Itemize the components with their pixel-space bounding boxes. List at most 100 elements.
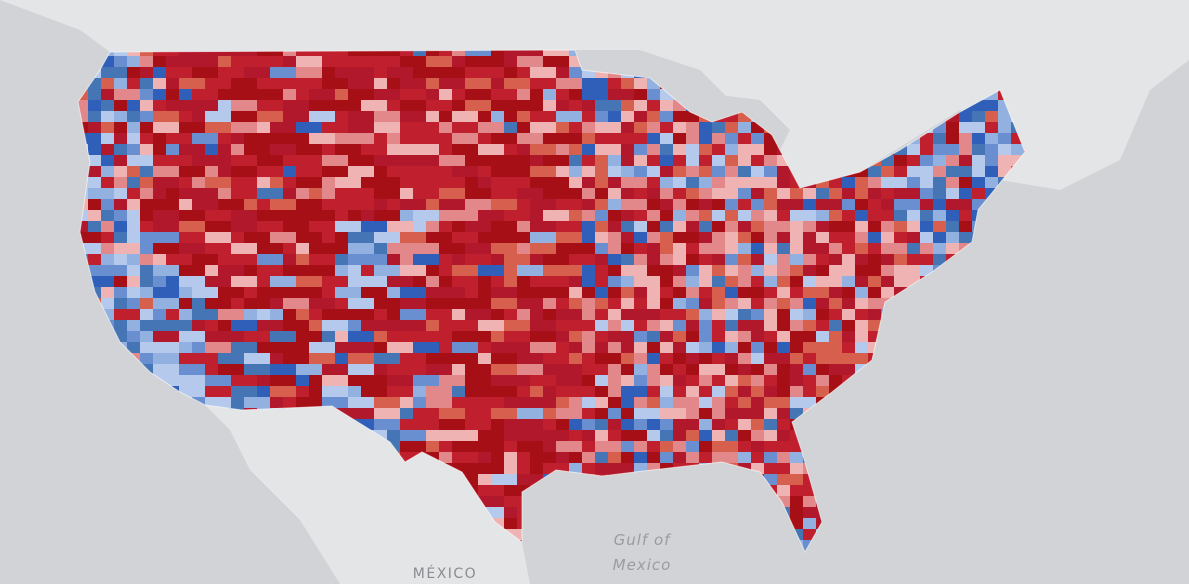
county bbox=[153, 50, 180, 57]
county bbox=[660, 430, 674, 442]
county bbox=[530, 276, 557, 288]
county bbox=[647, 133, 661, 145]
county bbox=[348, 122, 375, 134]
county bbox=[166, 309, 180, 321]
county bbox=[218, 144, 232, 156]
county bbox=[933, 166, 947, 178]
county bbox=[712, 419, 726, 431]
county bbox=[179, 166, 206, 178]
county bbox=[881, 155, 895, 167]
county bbox=[894, 188, 908, 200]
county bbox=[465, 221, 492, 233]
county bbox=[322, 375, 349, 387]
county bbox=[777, 166, 791, 178]
county bbox=[218, 254, 245, 266]
county bbox=[387, 386, 414, 398]
county bbox=[543, 386, 557, 398]
county bbox=[283, 298, 310, 310]
county bbox=[777, 199, 791, 211]
county bbox=[764, 331, 778, 343]
county bbox=[712, 364, 726, 376]
county bbox=[673, 430, 687, 442]
county bbox=[530, 320, 557, 332]
county bbox=[621, 111, 635, 123]
county bbox=[88, 276, 102, 288]
county bbox=[426, 265, 440, 277]
county bbox=[569, 100, 583, 112]
county bbox=[582, 419, 596, 431]
county bbox=[868, 232, 882, 244]
county bbox=[816, 287, 830, 299]
county bbox=[127, 320, 141, 332]
county bbox=[478, 177, 492, 189]
county bbox=[231, 111, 258, 123]
county bbox=[595, 243, 609, 255]
county bbox=[296, 397, 323, 409]
county bbox=[218, 177, 232, 189]
county bbox=[270, 331, 297, 343]
county bbox=[465, 408, 492, 420]
county bbox=[517, 452, 531, 464]
county bbox=[790, 386, 804, 398]
county bbox=[946, 166, 960, 178]
county bbox=[504, 56, 518, 68]
county bbox=[790, 485, 804, 497]
county bbox=[361, 177, 388, 189]
county bbox=[686, 353, 700, 365]
county bbox=[153, 144, 167, 156]
county bbox=[686, 232, 700, 244]
county bbox=[166, 254, 193, 266]
county bbox=[907, 232, 921, 244]
county bbox=[790, 254, 804, 266]
county bbox=[491, 210, 505, 222]
county bbox=[179, 78, 206, 90]
county bbox=[465, 276, 479, 288]
county bbox=[309, 89, 323, 101]
county bbox=[413, 254, 440, 266]
county bbox=[231, 133, 245, 145]
county bbox=[933, 221, 947, 233]
county bbox=[491, 452, 505, 464]
county bbox=[244, 331, 271, 343]
county bbox=[205, 232, 232, 244]
county bbox=[738, 309, 752, 321]
county bbox=[712, 452, 726, 464]
county bbox=[647, 199, 661, 211]
county bbox=[803, 342, 817, 354]
county bbox=[361, 221, 388, 233]
county bbox=[179, 232, 206, 244]
county bbox=[712, 375, 726, 387]
county bbox=[582, 133, 596, 145]
county bbox=[166, 67, 193, 79]
county bbox=[738, 375, 752, 387]
county bbox=[829, 287, 843, 299]
county bbox=[764, 353, 778, 365]
county bbox=[647, 353, 661, 365]
county bbox=[205, 364, 219, 376]
county bbox=[231, 210, 258, 222]
county bbox=[192, 111, 206, 123]
county bbox=[309, 133, 336, 145]
county bbox=[127, 298, 141, 310]
county bbox=[790, 364, 804, 376]
county bbox=[868, 287, 882, 299]
county bbox=[738, 320, 752, 332]
county bbox=[933, 199, 947, 211]
county bbox=[647, 276, 661, 288]
county bbox=[322, 386, 349, 398]
county bbox=[101, 177, 115, 189]
county bbox=[868, 177, 882, 189]
county bbox=[465, 397, 492, 409]
county bbox=[751, 463, 765, 475]
county bbox=[478, 430, 505, 442]
county bbox=[660, 452, 674, 464]
county bbox=[725, 144, 739, 156]
county bbox=[699, 342, 713, 354]
county bbox=[88, 122, 102, 134]
county bbox=[244, 287, 258, 299]
county bbox=[439, 166, 453, 178]
county bbox=[608, 375, 622, 387]
county bbox=[686, 144, 700, 156]
county bbox=[634, 353, 648, 365]
county bbox=[595, 221, 609, 233]
